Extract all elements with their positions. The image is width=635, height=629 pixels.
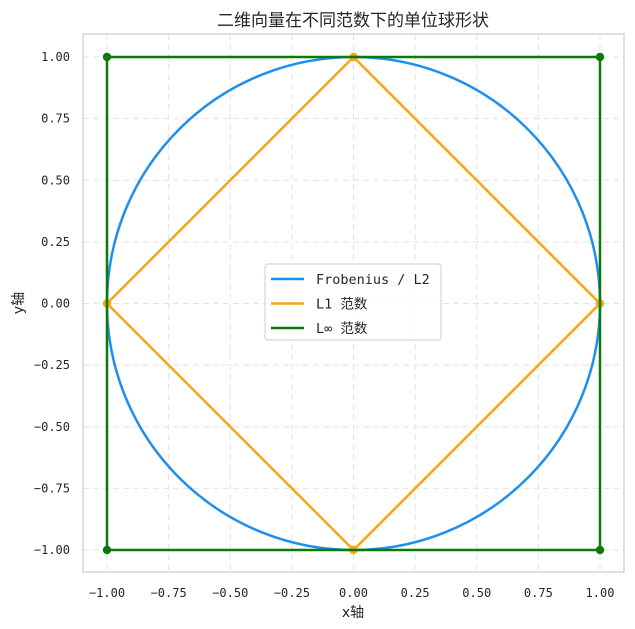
- series-point-l: [595, 545, 605, 555]
- x-tick-label: 0.00: [339, 586, 368, 600]
- plot-frame: [82, 33, 625, 573]
- y-tick-label: 1.00: [41, 50, 70, 64]
- y-tick-label: 0.25: [41, 235, 70, 249]
- y-tick-label: 0.00: [41, 297, 70, 311]
- x-axis: −1.00 −0.75 −0.50 −0.25 0.00 0.25 0.50 0.75 1.00: [89, 586, 615, 600]
- legend-label: L∞ 范数: [316, 321, 368, 337]
- y-tick-label: −0.25: [34, 358, 70, 372]
- legend-label: Frobenius / L2: [316, 272, 430, 288]
- y-tick-label: −0.75: [34, 481, 70, 495]
- chart-title: 二维向量在不同范数下的单位球形状: [217, 11, 489, 31]
- y-tick-label: −1.00: [34, 543, 70, 557]
- x-axis-title: x轴: [342, 605, 364, 621]
- series-point-l: [102, 545, 112, 555]
- x-tick-label: −1.00: [89, 586, 125, 600]
- y-tick-label: 0.75: [41, 112, 70, 126]
- legend-label: L1 范数: [316, 297, 368, 313]
- x-tick-label: −0.25: [274, 586, 310, 600]
- legend-box: [264, 263, 442, 341]
- series-point-l: [102, 52, 112, 62]
- x-tick-label: 0.25: [401, 586, 430, 600]
- x-tick-label: 1.00: [586, 586, 615, 600]
- y-axis: −1.00 −0.75 −0.50 −0.25 0.00 0.25 0.50 0.75 1.00: [34, 50, 70, 557]
- y-axis-title: y轴: [11, 292, 27, 314]
- legend: Frobenius / L2 L1 范数 L∞ 范数: [264, 263, 442, 341]
- y-tick-label: −0.50: [34, 420, 70, 434]
- series-point-l: [595, 52, 605, 62]
- y-tick-label: 0.50: [41, 173, 70, 187]
- x-tick-label: −0.75: [151, 586, 187, 600]
- series-layer: [102, 52, 605, 555]
- x-tick-label: 0.75: [524, 586, 553, 600]
- x-tick-label: −0.50: [212, 586, 248, 600]
- x-tick-label: 0.50: [462, 586, 491, 600]
